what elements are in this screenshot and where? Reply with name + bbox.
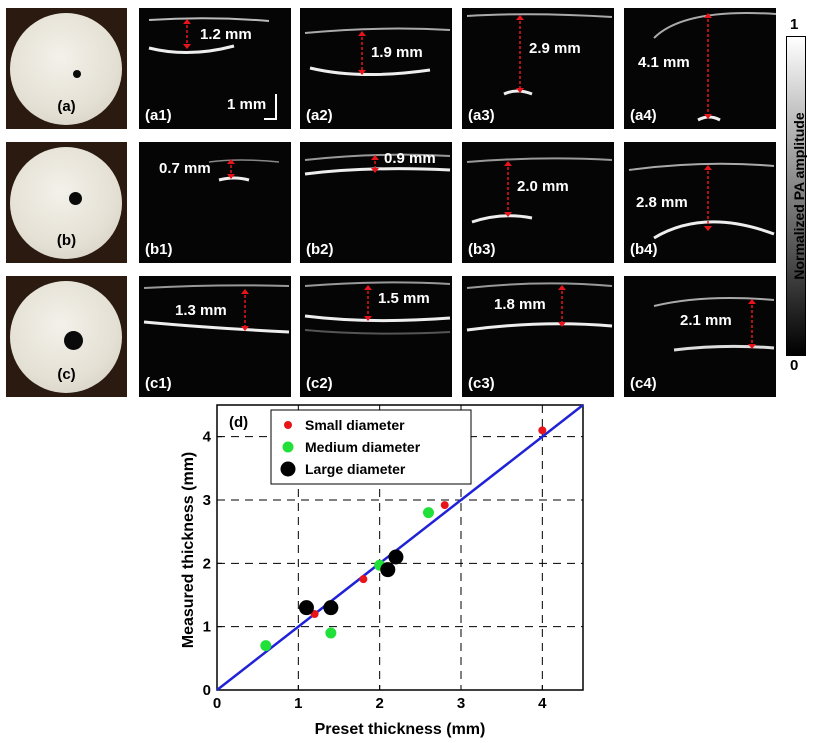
legend-entry: Large diameter xyxy=(305,461,406,477)
thickness-label: 2.0 mm xyxy=(517,178,569,195)
pa-image-b4: 2.8 mm (b4) xyxy=(624,142,776,263)
data-point-small-diameter xyxy=(359,575,368,584)
photo-label: (b) xyxy=(56,232,77,249)
pa-structures xyxy=(304,27,451,77)
y-tick-label: 1 xyxy=(203,619,211,636)
pa-structures xyxy=(148,17,270,54)
data-point-large-diameter xyxy=(298,600,314,616)
x-tick-label: 4 xyxy=(538,695,547,712)
panel-label: (a4) xyxy=(630,107,657,124)
data-point-small-diameter xyxy=(310,610,319,618)
pa-image-a1: 1.2 mm (a1) 1 mm xyxy=(139,8,291,129)
y-axis-label: Measured thickness (mm) xyxy=(180,452,197,649)
thickness-label: 1.5 mm xyxy=(378,290,430,307)
pa-structures xyxy=(304,281,451,335)
pa-image-b3: 2.0 mm (b3) xyxy=(462,142,614,263)
colorbar-max-label: 1 xyxy=(790,16,799,33)
scale-bar-label: 1 mm xyxy=(227,96,267,113)
data-point-medium-diameter xyxy=(325,627,337,639)
legend-marker xyxy=(282,441,294,453)
x-tick-label: 1 xyxy=(294,695,302,712)
panel-label: (c2) xyxy=(306,375,333,392)
pa-structures xyxy=(653,12,776,122)
sample-photo-c: (c) xyxy=(6,276,127,397)
panel-label: (a2) xyxy=(306,107,333,124)
pa-structures xyxy=(304,153,451,176)
pa-structures xyxy=(143,284,290,334)
plot-frame xyxy=(216,404,584,691)
legend-marker xyxy=(284,421,292,429)
x-tick-label: 3 xyxy=(457,695,465,712)
data-point-large-diameter xyxy=(323,600,339,616)
hole-small xyxy=(73,70,81,78)
y-tick-label: 4 xyxy=(203,429,212,446)
pa-structures xyxy=(628,162,775,240)
fit-line xyxy=(216,404,584,691)
sample-photo-b: (b) xyxy=(6,142,127,263)
photo-label: (c) xyxy=(57,366,76,383)
panel-label: (c4) xyxy=(630,375,657,392)
pa-image-b1: 0.7 mm (b1) xyxy=(139,142,291,263)
x-axis-label: Preset thickness (mm) xyxy=(315,721,486,738)
data-point-large-diameter xyxy=(388,549,404,565)
thickness-label: 1.9 mm xyxy=(371,44,423,61)
scale-bar xyxy=(264,94,277,120)
thickness-label: 2.1 mm xyxy=(680,312,732,329)
pa-structures xyxy=(653,297,775,352)
colorbar xyxy=(786,36,806,356)
pa-structures xyxy=(466,13,613,96)
pa-image-c4: 2.1 mm (c4) xyxy=(624,276,776,397)
data-point-medium-diameter xyxy=(260,640,272,652)
pa-image-a3: 2.9 mm (a3) xyxy=(462,8,614,129)
thickness-label: 1.8 mm xyxy=(494,296,546,313)
panel-label: (b4) xyxy=(630,241,658,258)
colorbar-min-label: 0 xyxy=(790,357,799,374)
legend-entry: Small diameter xyxy=(305,417,405,433)
pa-image-b2: 0.9 mm (b2) xyxy=(300,142,452,263)
legend-marker xyxy=(280,461,296,477)
data-point-large-diameter xyxy=(380,562,396,578)
data-point-medium-diameter xyxy=(422,507,434,519)
hole-medium xyxy=(69,192,82,205)
legend-entry: Medium diameter xyxy=(305,439,421,455)
pa-image-a4: 4.1 mm (a4) xyxy=(624,8,776,129)
y-tick-label: 3 xyxy=(203,492,211,509)
y-tick-label: 0 xyxy=(203,682,211,699)
thickness-label: 4.1 mm xyxy=(638,54,690,71)
panel-label: (b1) xyxy=(145,241,173,258)
thickness-label: 2.8 mm xyxy=(636,194,688,211)
panel-label: (b3) xyxy=(468,241,496,258)
data-point-small-diameter xyxy=(440,501,449,510)
pa-structures xyxy=(466,157,613,224)
panel-label: (b2) xyxy=(306,241,334,258)
pa-structures xyxy=(208,159,280,182)
thickness-label: 0.7 mm xyxy=(159,160,211,177)
pa-structures xyxy=(466,282,613,332)
pa-image-c2: 1.5 mm (c2) xyxy=(300,276,452,397)
panel-label: (a3) xyxy=(468,107,495,124)
y-tick-label: 2 xyxy=(203,555,211,572)
x-tick-label: 0 xyxy=(213,695,221,712)
panel-label: (c3) xyxy=(468,375,495,392)
panel-label: (a1) xyxy=(145,107,172,124)
phantom-disk xyxy=(10,13,122,125)
phantom-disk xyxy=(10,147,122,259)
photo-label: (a) xyxy=(57,98,76,115)
data-point-small-diameter xyxy=(538,426,547,435)
panel-label-d: (d) xyxy=(229,414,248,431)
thickness-label: 2.9 mm xyxy=(529,40,581,57)
sample-photo-a: (a) xyxy=(6,8,127,129)
thickness-label: 0.9 mm xyxy=(384,150,436,167)
x-tick-label: 2 xyxy=(375,695,383,712)
legend: Small diameter Medium diameter Large diame… xyxy=(270,409,472,485)
thickness-label: 1.3 mm xyxy=(175,302,227,319)
pa-image-c3: 1.8 mm (c3) xyxy=(462,276,614,397)
panel-label: (c1) xyxy=(145,375,172,392)
thickness-label: 1.2 mm xyxy=(200,26,252,43)
hole-large xyxy=(64,331,83,350)
pa-image-c1: 1.3 mm (c1) xyxy=(139,276,291,397)
pa-image-a2: 1.9 mm (a2) xyxy=(300,8,452,129)
